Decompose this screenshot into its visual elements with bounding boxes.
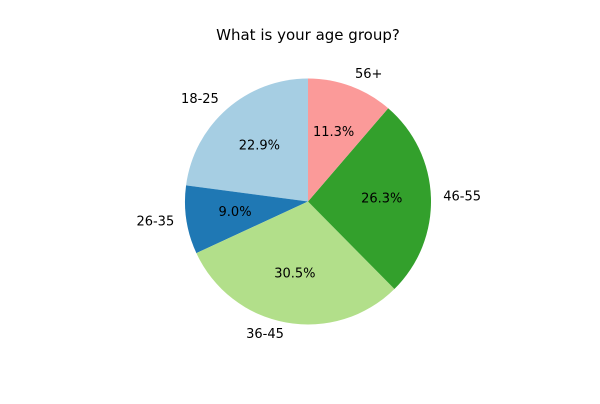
slice-percent-label: 22.9% (239, 138, 280, 153)
pie-slice-36-45 (196, 201, 395, 325)
pie-slice-46-55 (308, 108, 432, 290)
pie-slice-56 (308, 78, 389, 202)
pie-slices (185, 78, 432, 325)
slice-percent-label: 26.3% (361, 191, 402, 206)
slice-label: 18-25 (181, 92, 219, 107)
slice-percent-label: 9.0% (219, 205, 252, 220)
pie-slice-26-35 (185, 185, 308, 254)
pie-labels: 18-25 22.9% 26-35 9.0% 36-45 30.5% 46-55 26.3% 5… (136, 67, 481, 342)
slice-label: 26-35 (136, 214, 174, 229)
slice-percent-label: 11.3% (313, 125, 354, 140)
pie-slice-18-25 (186, 78, 308, 202)
chart-title: What is your age group? (216, 26, 400, 44)
slice-label: 56+ (355, 67, 382, 82)
slice-label: 46-55 (443, 189, 481, 204)
slice-percent-label: 30.5% (274, 267, 315, 282)
slice-label: 36-45 (246, 327, 284, 342)
